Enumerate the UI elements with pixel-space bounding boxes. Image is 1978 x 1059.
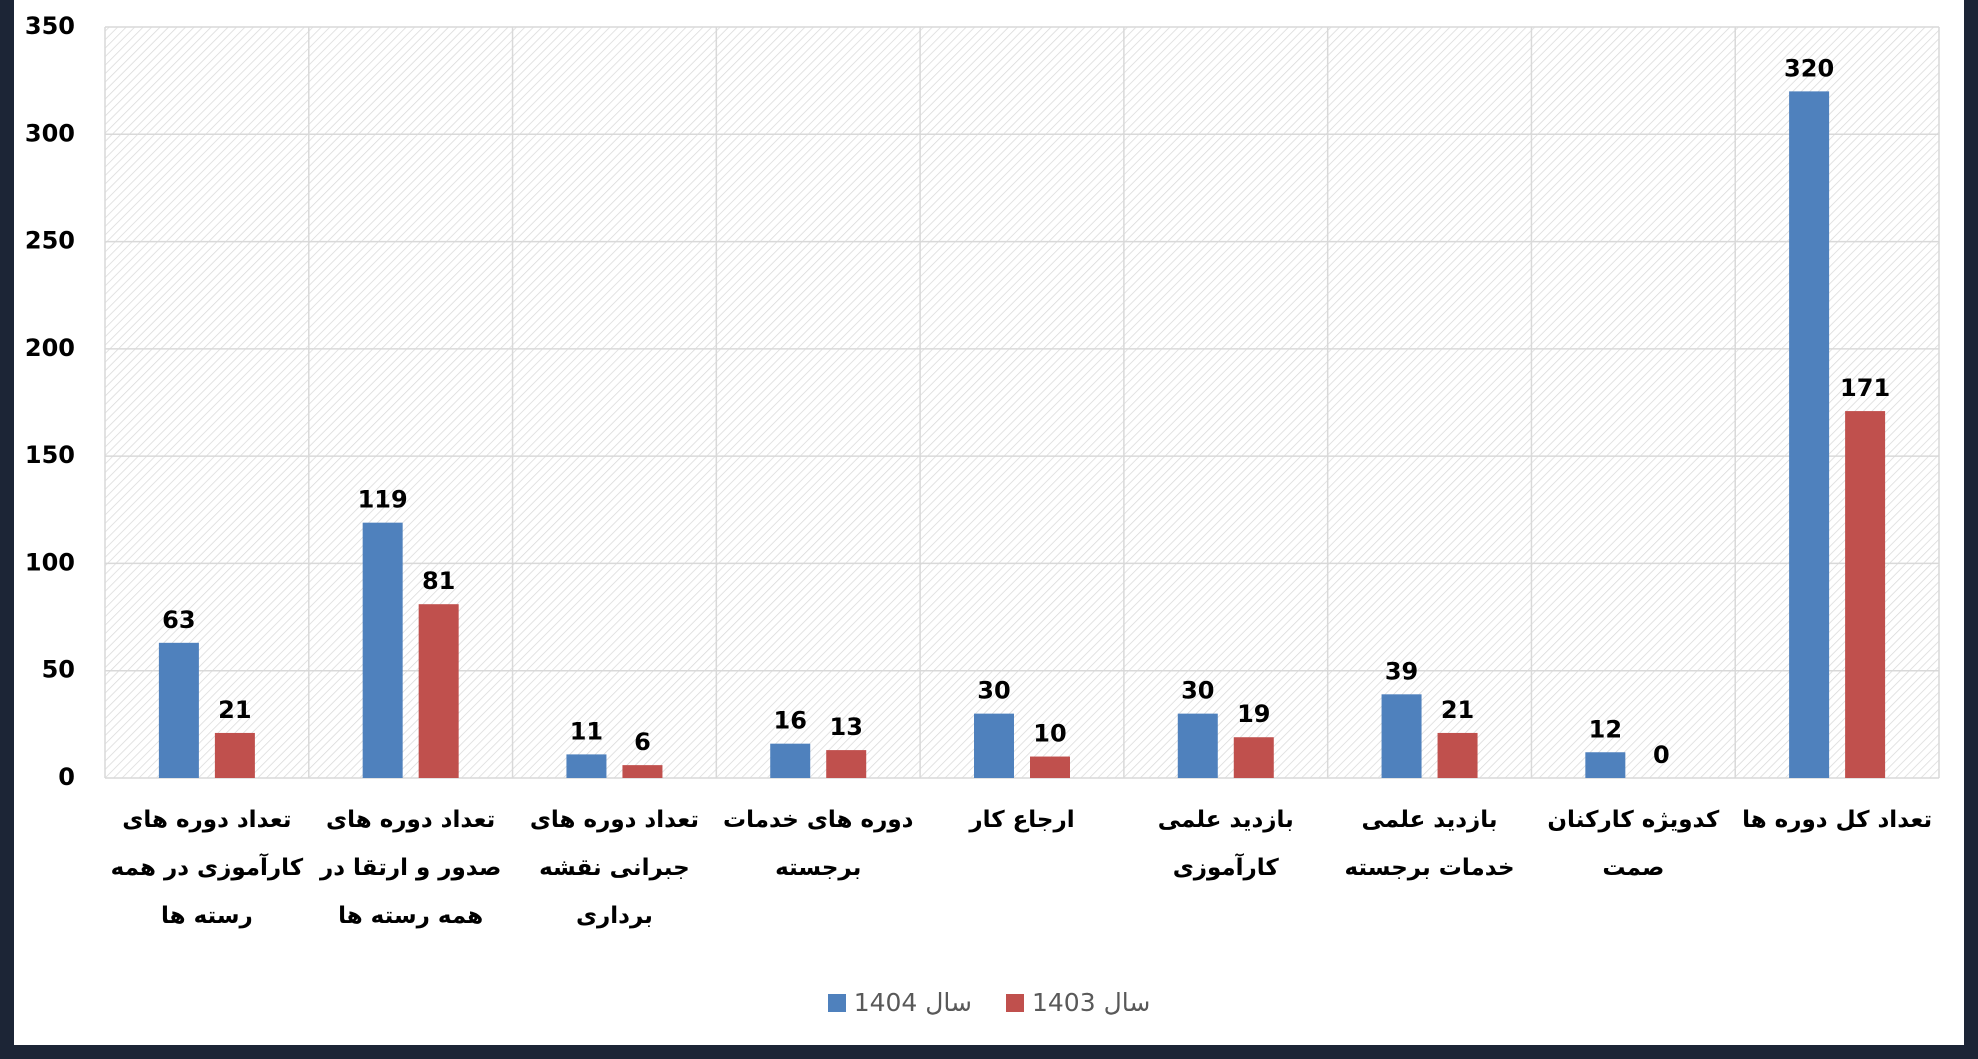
data-label: 6	[634, 728, 651, 756]
x-tick-label: تعداد دوره های کارآموزی در همه رسته ها	[110, 807, 304, 929]
y-tick-label: 50	[42, 656, 75, 684]
bar	[1233, 737, 1274, 778]
x-tick-label: کدویژه کارکنان صمت	[1547, 807, 1720, 881]
data-label: 119	[358, 486, 408, 514]
data-label: 81	[422, 567, 455, 595]
data-label: 11	[570, 717, 603, 745]
data-label: 19	[1237, 700, 1270, 728]
bar	[1030, 756, 1070, 778]
bar	[1437, 732, 1478, 778]
data-label: 0	[1653, 741, 1670, 769]
x-tick-label: دوره های خدمات برجسته	[722, 807, 914, 881]
bar	[1177, 713, 1218, 778]
y-tick-label: 250	[25, 227, 75, 255]
bar	[158, 642, 199, 778]
data-label: 13	[830, 713, 863, 741]
bar	[770, 743, 811, 778]
bar	[214, 732, 255, 778]
data-label: 30	[1181, 677, 1214, 705]
legend-swatch	[827, 993, 846, 1012]
data-label: 21	[1441, 696, 1474, 724]
bar	[1789, 91, 1830, 778]
legend-label: سال 1404	[853, 988, 972, 1017]
x-tick-label: تعداد دوره های جبرانی نقشه برداری	[529, 807, 700, 929]
bar	[1845, 411, 1886, 778]
bar	[1585, 752, 1626, 778]
legend: سال 1404 سال 1403	[0, 988, 1978, 1017]
y-tick-label: 0	[58, 763, 75, 791]
data-label: 30	[977, 677, 1010, 705]
data-label: 10	[1033, 720, 1066, 748]
bar	[826, 750, 867, 778]
y-tick-label: 150	[25, 441, 75, 469]
data-label: 12	[1589, 715, 1622, 743]
x-tick-label: تعداد کل دوره ها	[1742, 807, 1933, 833]
legend-swatch	[1006, 993, 1024, 1012]
legend-item: سال 1404	[827, 988, 972, 1017]
bar	[362, 522, 403, 778]
bar	[974, 713, 1014, 778]
legend-label: سال 1403	[1032, 988, 1151, 1017]
plot-area	[105, 27, 1939, 778]
data-label: 16	[774, 707, 807, 735]
x-tick-label: تعداد دوره های صدور و ارتقا در همه رسته …	[319, 807, 502, 929]
bar	[1381, 694, 1422, 778]
data-label: 171	[1840, 374, 1890, 402]
data-label: 39	[1385, 657, 1418, 685]
bar	[566, 754, 607, 778]
y-tick-label: 200	[25, 334, 75, 362]
legend-item: سال 1403	[1006, 988, 1150, 1017]
x-tick-label: بازدید علمی خدمات برجسته	[1344, 807, 1515, 881]
y-tick-label: 350	[25, 12, 75, 40]
bar	[622, 765, 663, 778]
x-tick-label: ارجاع کار	[969, 807, 1075, 833]
y-tick-label: 100	[25, 548, 75, 576]
data-label: 21	[218, 696, 251, 724]
y-tick-label: 300	[25, 119, 75, 147]
data-label: 320	[1784, 54, 1834, 82]
bar	[418, 604, 459, 778]
x-tick-label: بازدید علمی کارآموزی	[1157, 807, 1294, 881]
data-label: 63	[162, 606, 195, 634]
